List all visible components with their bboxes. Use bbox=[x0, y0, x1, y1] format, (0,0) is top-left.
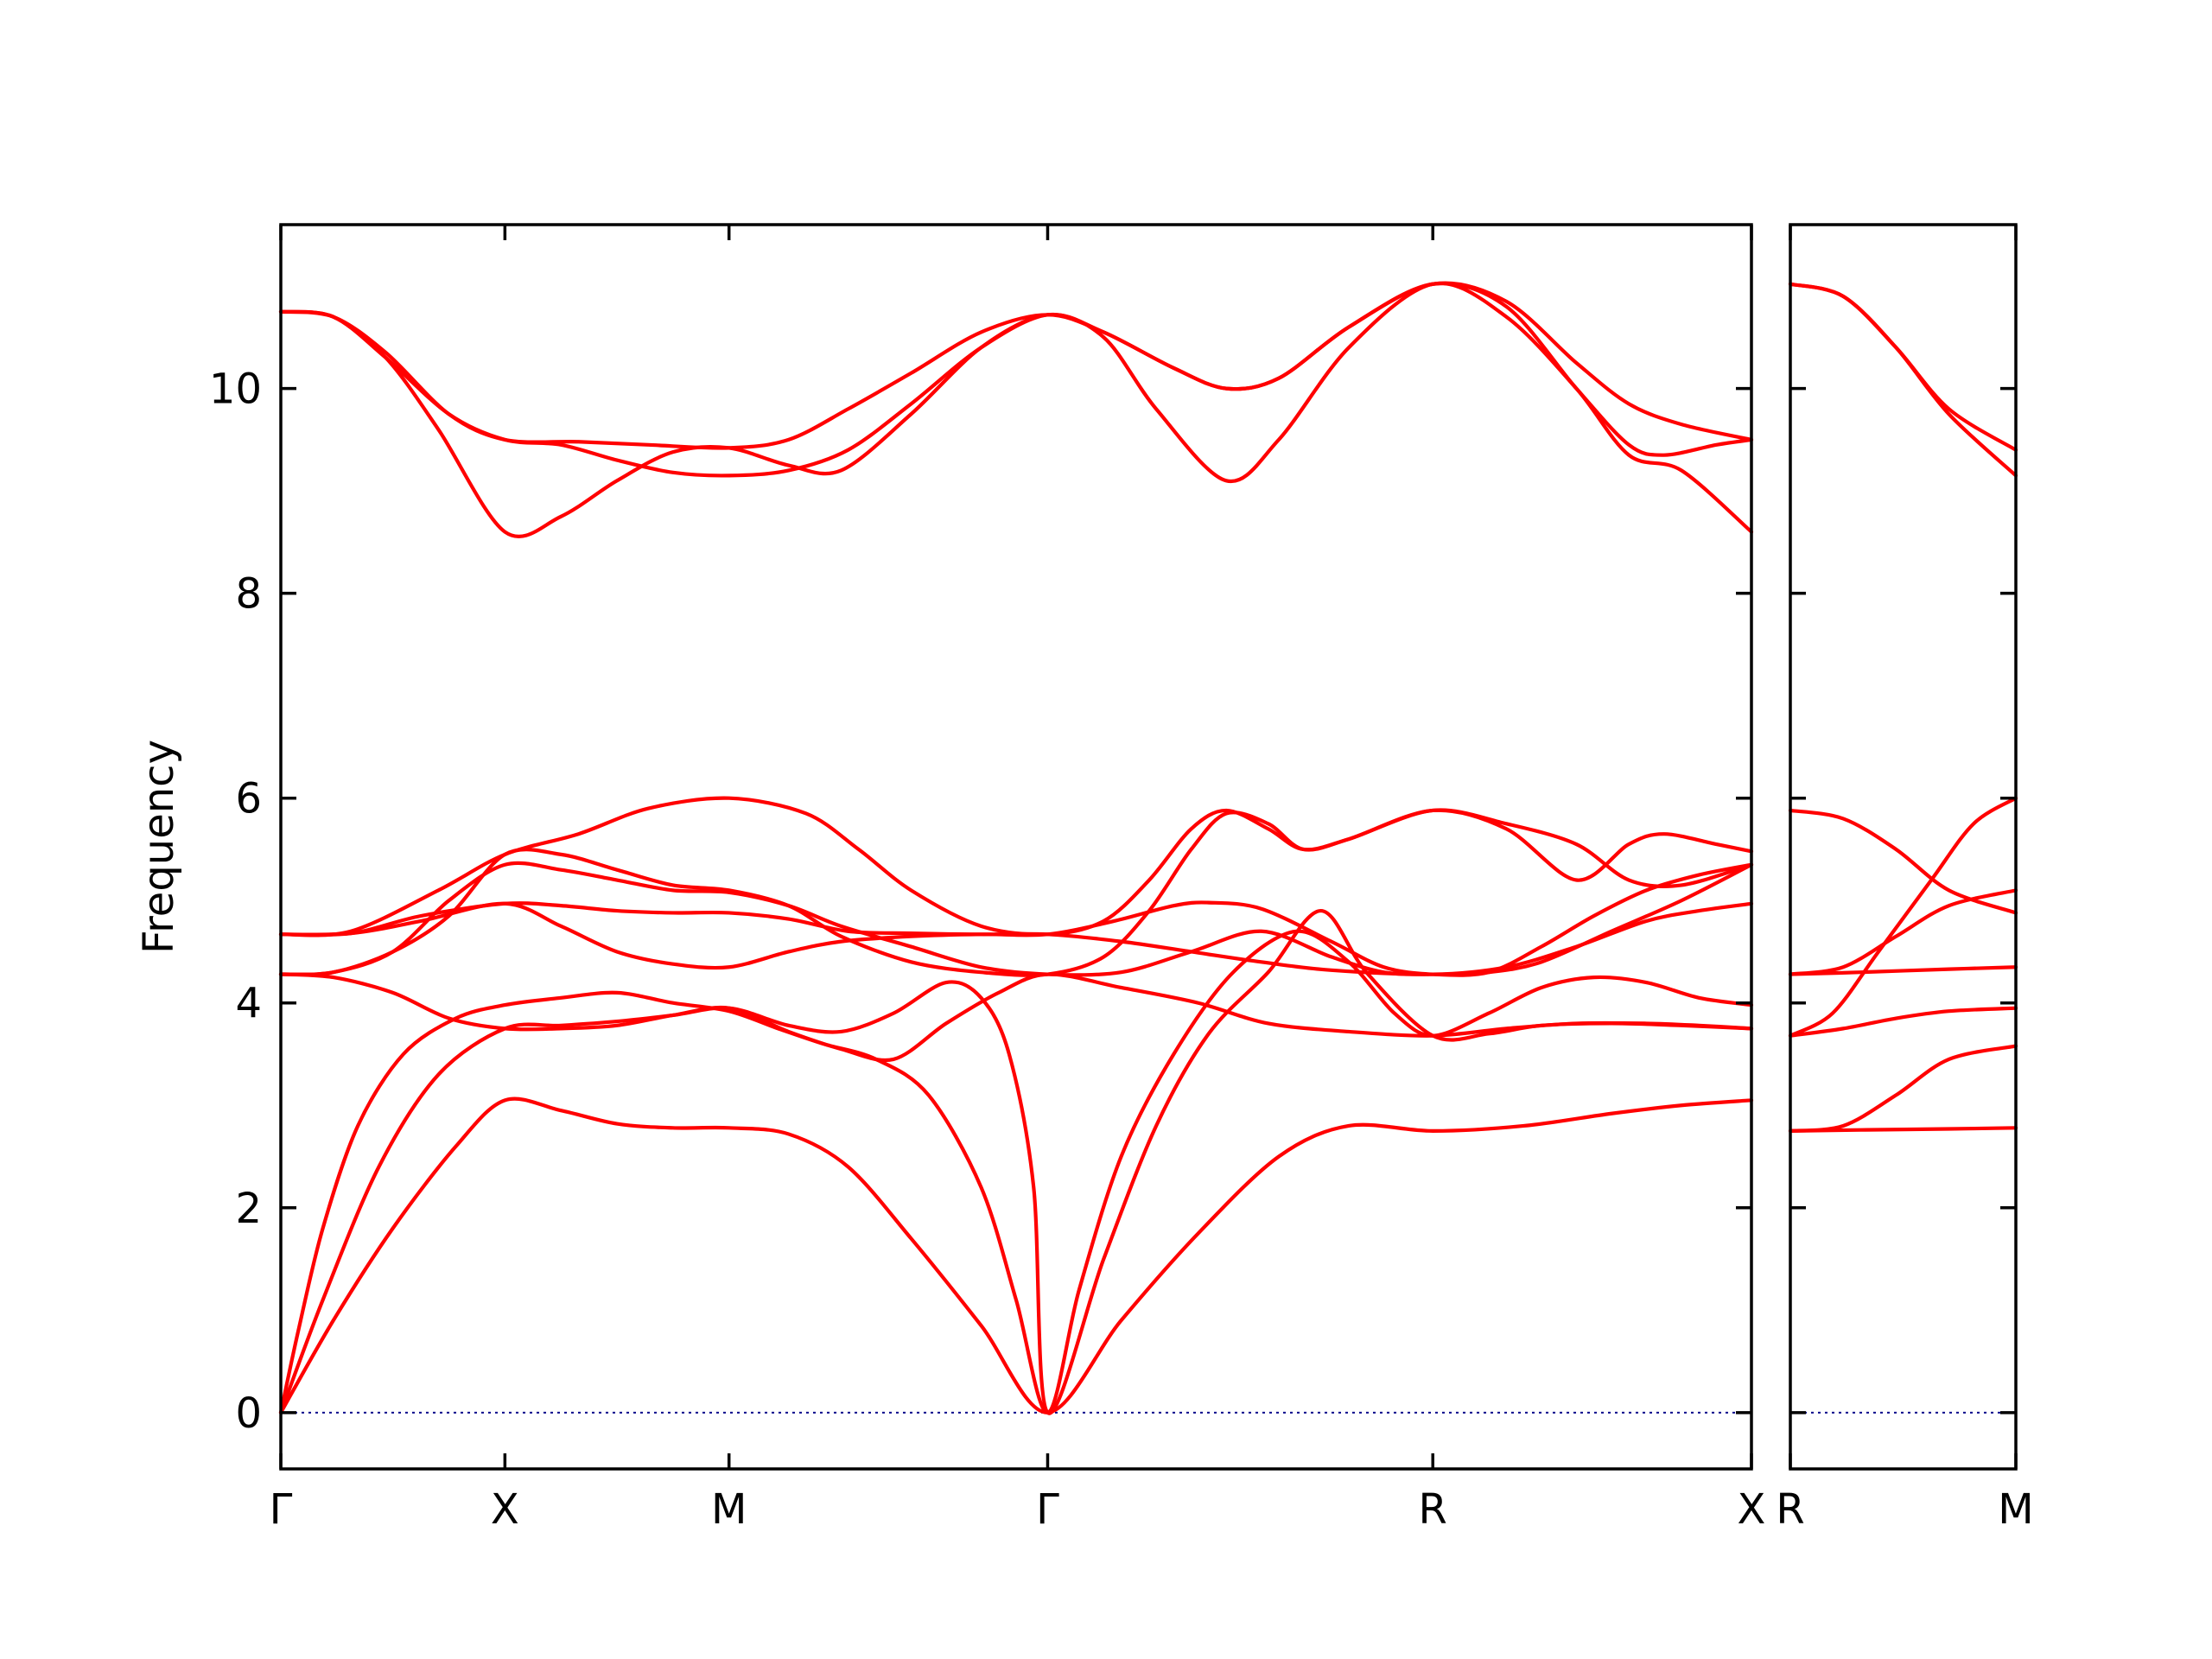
xtick-label-main-0: Γ bbox=[270, 1485, 293, 1534]
band-line-main-band-7 bbox=[278, 862, 1754, 977]
band-line-main-band-11 bbox=[278, 281, 1754, 478]
xtick-label-main-1: X bbox=[491, 1485, 519, 1534]
band-line-main-band-12 bbox=[278, 281, 1754, 450]
xtick-label-main-3: Γ bbox=[1036, 1485, 1059, 1534]
xtick-label-side-0: R bbox=[1776, 1485, 1804, 1534]
xtick-label-main-4: R bbox=[1419, 1485, 1447, 1534]
ytick-label-0: 0 bbox=[235, 1389, 262, 1438]
ytick-label-5: 10 bbox=[209, 365, 262, 414]
band-line-main-band-9 bbox=[278, 796, 1754, 938]
xtick-label-side-1: M bbox=[1998, 1485, 2033, 1534]
band-lines bbox=[278, 281, 2018, 1415]
xtick-label-main-5: X bbox=[1738, 1485, 1766, 1534]
band-line-main-band-5 bbox=[278, 861, 1754, 977]
axes-frames bbox=[279, 223, 2018, 1471]
band-line-side-side-band-2 bbox=[1788, 1044, 2018, 1133]
band-line-side-side-band-6 bbox=[1788, 796, 2018, 1038]
ticks bbox=[279, 225, 2018, 1469]
band-line-main-band-2 bbox=[278, 908, 1754, 1415]
band-line-side-side-band-7 bbox=[1788, 808, 2018, 915]
band-line-side-side-band-3 bbox=[1788, 1006, 2018, 1038]
axes-frame-side bbox=[1789, 223, 2018, 1471]
ytick-label-1: 2 bbox=[235, 1185, 262, 1233]
band-line-main-band-3 bbox=[278, 929, 1754, 1414]
ytick-label-4: 8 bbox=[235, 570, 262, 619]
band-line-side-side-band-9 bbox=[1788, 282, 2018, 452]
band-line-main-band-4 bbox=[278, 972, 1754, 1063]
ytick-label-3: 6 bbox=[235, 775, 262, 823]
axes-frame-main bbox=[279, 223, 1753, 1471]
y-axis-label: Frequency bbox=[135, 740, 183, 954]
xtick-label-main-2: M bbox=[711, 1485, 747, 1534]
ytick-label-2: 4 bbox=[235, 980, 262, 1028]
band-line-side-side-band-8 bbox=[1788, 282, 2018, 478]
band-line-main-band-1 bbox=[278, 1096, 1754, 1414]
